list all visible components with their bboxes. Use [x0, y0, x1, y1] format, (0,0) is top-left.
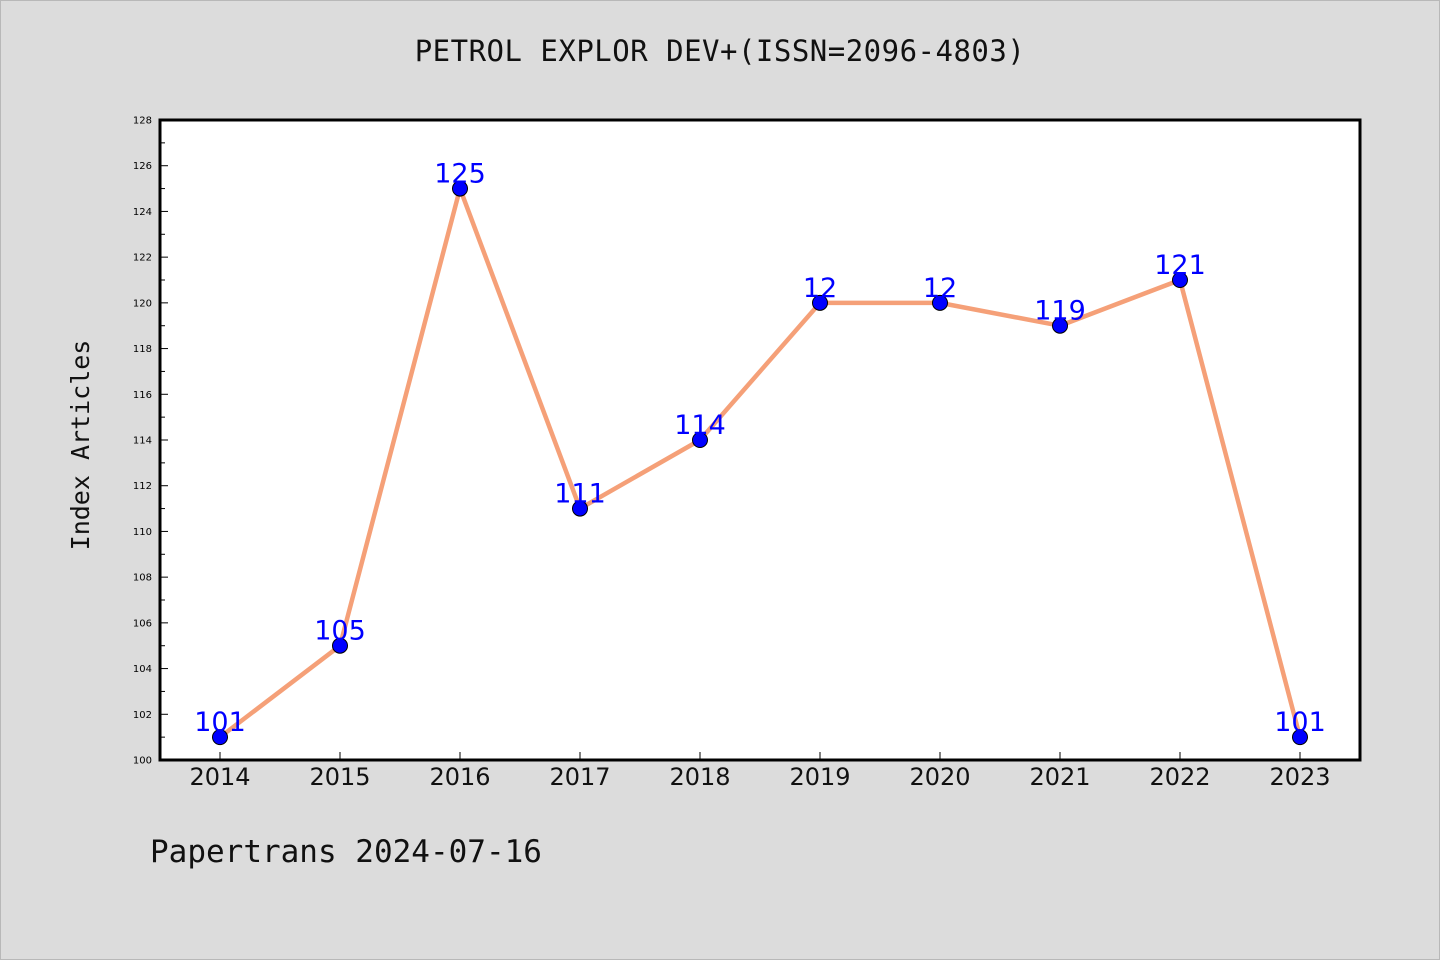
data-point-2015 — [332, 637, 348, 654]
x-tick-label: 2019 — [789, 763, 850, 791]
y-tick-label: 122 — [133, 253, 152, 264]
data-label-2015: 105 — [314, 616, 366, 647]
data-label-2019: 12 — [803, 273, 837, 304]
x-tick-label: 2015 — [309, 763, 370, 791]
data-markers — [212, 180, 1308, 746]
data-label-2016: 125 — [434, 159, 486, 190]
x-tick-label: 2014 — [189, 763, 250, 791]
data-point-2014 — [212, 729, 228, 746]
y-tick-label: 112 — [133, 481, 152, 492]
x-tick-label: 2017 — [549, 763, 610, 791]
data-label-2022: 121 — [1154, 250, 1206, 281]
data-label-2023: 101 — [1274, 707, 1326, 738]
data-label-2018: 114 — [674, 410, 726, 441]
y-tick-label: 116 — [133, 390, 152, 401]
y-tick-label: 110 — [133, 527, 152, 538]
y-tick-label: 126 — [133, 161, 152, 172]
data-point-2017 — [572, 500, 588, 517]
data-point-2016 — [452, 180, 468, 197]
plot-border — [158, 118, 1362, 762]
y-tick-label: 118 — [133, 344, 152, 355]
data-point-2023 — [1292, 729, 1308, 746]
x-axis: 2014 2015 2016 2017 2018 2019 2020 2021 2022 2023 — [189, 752, 1331, 791]
data-label-2014: 101 — [194, 707, 246, 738]
y-tick-label: 120 — [133, 298, 152, 309]
x-tick-label: 2020 — [909, 763, 970, 791]
y-tick-label: 128 — [133, 116, 152, 127]
y-tick-label: 102 — [133, 710, 152, 721]
data-label-2020: 12 — [923, 273, 957, 304]
x-tick-label: 2021 — [1029, 763, 1090, 791]
footer-text: Papertrans 2024-07-16 — [150, 834, 542, 870]
y-tick-label: 100 — [133, 756, 152, 767]
series-line — [217, 186, 1303, 740]
y-tick-label: 114 — [133, 436, 152, 447]
y-tick-label: 108 — [133, 573, 152, 584]
data-label-2017: 111 — [554, 479, 606, 510]
y-tick-label: 106 — [133, 618, 152, 629]
x-tick-label: 2022 — [1149, 763, 1210, 791]
y-tick-label: 124 — [133, 207, 152, 218]
data-point-2018 — [692, 432, 708, 448]
y-tick-label: 104 — [133, 664, 152, 675]
x-tick-label: 2016 — [429, 763, 490, 791]
plot-area — [160, 120, 1360, 760]
chart-title: PETROL EXPLOR DEV+(ISSN=2096-4803) — [414, 34, 1026, 68]
data-point-2021 — [1052, 317, 1068, 334]
data-point-2019 — [812, 294, 828, 311]
data-point-2022 — [1172, 272, 1188, 288]
data-labels: 101 105 125 111 114 12 12 119 121 101 — [194, 159, 1326, 739]
data-point-2020 — [932, 294, 948, 311]
x-tick-label: 2023 — [1269, 763, 1330, 791]
x-tick-label: 2018 — [669, 763, 730, 791]
y-axis-label: Index Articles — [66, 340, 95, 551]
data-label-2021: 119 — [1034, 296, 1086, 327]
